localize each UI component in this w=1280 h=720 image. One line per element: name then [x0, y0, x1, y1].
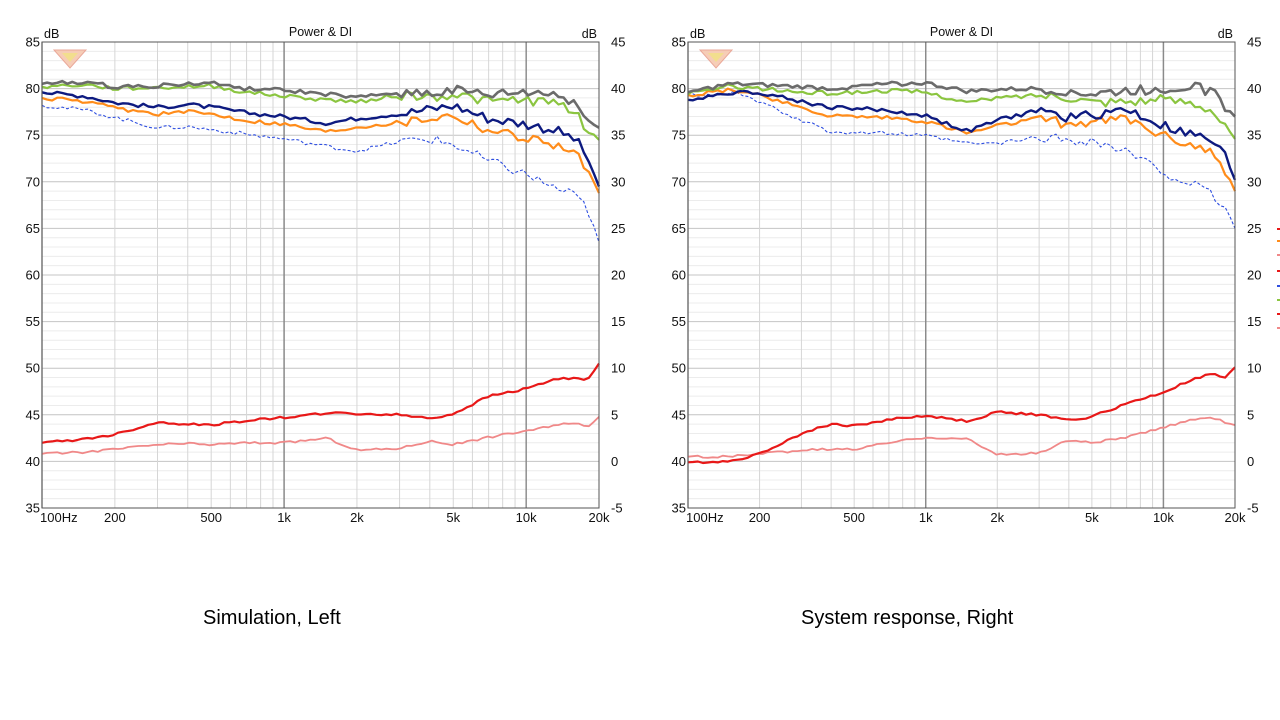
y2-tick-label: 10	[1247, 361, 1261, 376]
y-tick-label: 35	[26, 501, 40, 516]
series-early-reflections-di	[687, 416, 1236, 459]
y-tick-label: 85	[672, 35, 686, 50]
legend-stub	[1277, 327, 1280, 329]
y2-tick-label: 20	[611, 268, 625, 283]
legend-stub	[1277, 228, 1280, 230]
y-tick-label: 55	[26, 314, 40, 329]
legend-stub	[1277, 270, 1280, 272]
y2-tick-label: 35	[611, 128, 625, 143]
x-tick-label: 20k	[589, 510, 610, 525]
y2-tick-label: 25	[1247, 221, 1261, 236]
y-tick-label: 80	[26, 81, 40, 96]
x-tick-label: 5k	[1085, 510, 1099, 525]
y2-axis-label: dB	[582, 27, 597, 41]
series-sound-power-di	[687, 366, 1236, 465]
y-tick-label: 65	[26, 221, 40, 236]
y2-tick-label: 5	[611, 407, 618, 422]
legend-stub	[1277, 285, 1280, 287]
series-early-reflections-di	[41, 416, 600, 455]
y-tick-label: 45	[26, 407, 40, 422]
series-listening-window	[687, 80, 1236, 118]
x-tick-label: 2k	[990, 510, 1004, 525]
legend-stub	[1277, 313, 1280, 315]
chart-title: Power & DI	[930, 25, 993, 39]
logo-icon	[62, 53, 78, 62]
series-on-axis	[41, 82, 600, 141]
x-tick-label: 200	[104, 510, 126, 525]
x-tick-label: 10k	[516, 510, 537, 525]
y-tick-label: 70	[672, 174, 686, 189]
y-tick-label: 75	[26, 128, 40, 143]
x-tick-label: 500	[200, 510, 222, 525]
series-sound-power-di	[41, 362, 600, 444]
legend-stub	[1277, 240, 1280, 242]
y-tick-label: 60	[672, 268, 686, 283]
y2-tick-label: 25	[611, 221, 625, 236]
series-early-reflections	[687, 89, 1237, 181]
y-tick-label: 85	[26, 35, 40, 50]
y2-tick-label: 15	[611, 314, 625, 329]
y-axis-label: dB	[44, 27, 59, 41]
x-tick-label: 200	[749, 510, 771, 525]
y-tick-label: 50	[672, 361, 686, 376]
series-on-axis	[687, 83, 1236, 140]
legend-stub	[1277, 299, 1280, 301]
y-tick-label: 45	[672, 407, 686, 422]
x-tick-label: 10k	[1153, 510, 1174, 525]
x-tick-label: 5k	[446, 510, 460, 525]
y2-tick-label: -5	[611, 501, 623, 516]
y2-tick-label: 15	[1247, 314, 1261, 329]
x-tick-label: 100Hz	[40, 510, 78, 525]
series-sound-power	[41, 96, 600, 194]
chart-title: Power & DI	[289, 25, 352, 39]
caption-right: System response, Right	[801, 607, 1014, 629]
y-tick-label: 40	[26, 454, 40, 469]
x-tick-label: 1k	[919, 510, 933, 525]
y2-tick-label: -5	[1247, 501, 1259, 516]
y2-tick-label: 10	[611, 361, 625, 376]
y2-tick-label: 5	[1247, 407, 1254, 422]
y2-tick-label: 20	[1247, 268, 1261, 283]
x-tick-label: 2k	[350, 510, 364, 525]
plot-frame	[41, 41, 600, 509]
y-tick-label: 70	[26, 174, 40, 189]
plot-frame	[687, 41, 1236, 509]
y-tick-label: 65	[672, 221, 686, 236]
y-tick-label: 75	[672, 128, 686, 143]
y-axis-label: dB	[690, 27, 705, 41]
legend-stub	[1277, 254, 1280, 256]
y2-tick-label: 35	[1247, 128, 1261, 143]
y-tick-label: 35	[672, 501, 686, 516]
chart-left: Power & DI dB dB 35 40 45 50 55 60 65 70 75 80 85 -5 0 5…	[26, 25, 626, 525]
y2-tick-label: 30	[611, 174, 625, 189]
y-tick-label: 80	[672, 81, 686, 96]
y2-axis-label: dB	[1218, 27, 1233, 41]
y-tick-label: 55	[672, 314, 686, 329]
y2-tick-label: 45	[1247, 35, 1261, 50]
y2-tick-label: 30	[1247, 174, 1261, 189]
series-early-reflections	[41, 90, 601, 187]
y2-tick-label: 40	[1247, 81, 1261, 96]
x-tick-label: 100Hz	[686, 510, 724, 525]
y2-tick-label: 0	[1247, 454, 1254, 469]
series-pir	[41, 104, 600, 243]
x-tick-label: 1k	[277, 510, 291, 525]
chart-right: Power & DI dB dB 35 40 45 50 55 60 65 70 75 80 85 -5 0 5…	[672, 25, 1262, 525]
y-tick-label: 60	[26, 268, 40, 283]
y-tick-label: 50	[26, 361, 40, 376]
logo-icon	[708, 53, 724, 62]
x-tick-label: 500	[843, 510, 865, 525]
y2-tick-label: 45	[611, 35, 625, 50]
y-tick-label: 40	[672, 454, 686, 469]
caption-left: Simulation, Left	[203, 607, 341, 629]
x-tick-label: 20k	[1225, 510, 1246, 525]
series-listening-window	[41, 79, 600, 129]
y2-tick-label: 40	[611, 81, 625, 96]
y2-tick-label: 0	[611, 454, 618, 469]
